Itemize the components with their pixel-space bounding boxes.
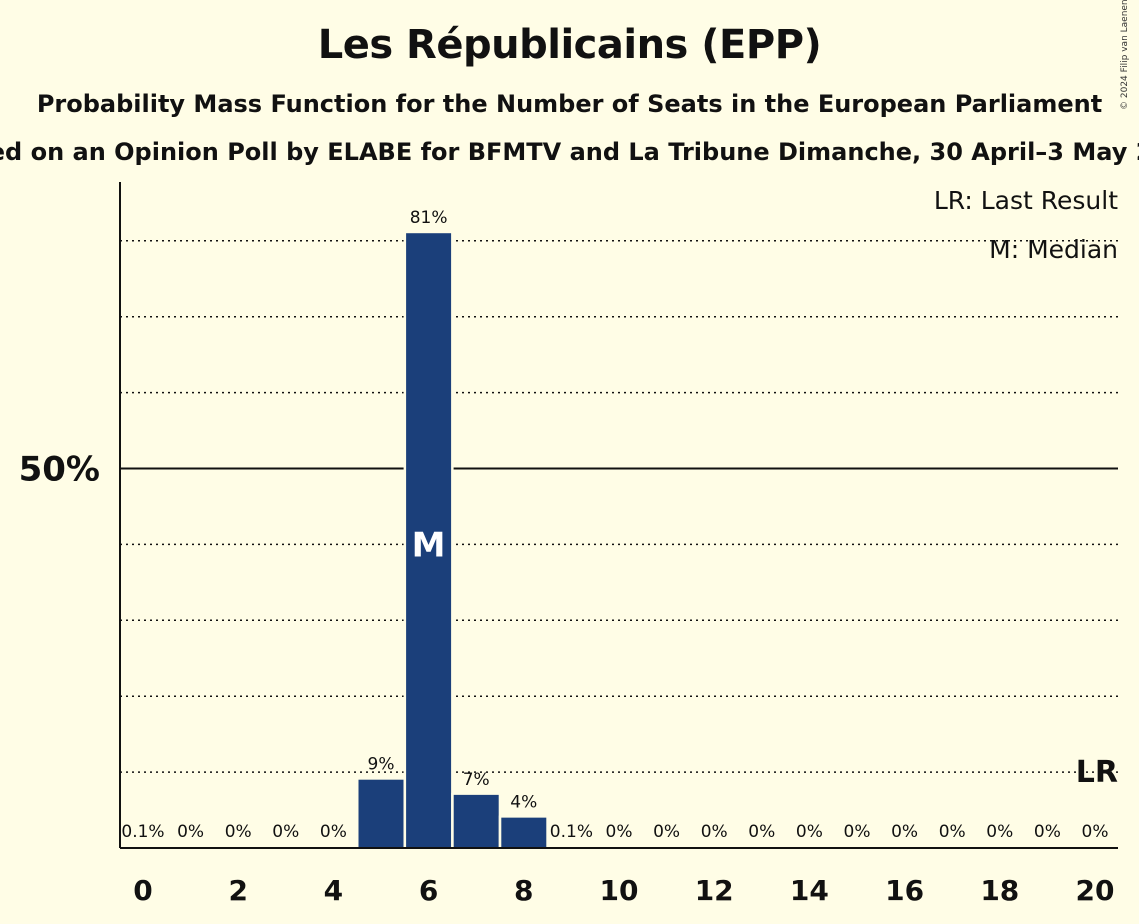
value-label-8: 4% <box>510 793 537 813</box>
x-tick-4: 4 <box>324 874 343 907</box>
chart-subtitle: Probability Mass Function for the Number… <box>36 90 1103 118</box>
value-label-14: 0% <box>796 822 823 842</box>
bar-5 <box>358 779 404 848</box>
value-label-6: 81% <box>410 208 448 228</box>
median-marker: M <box>412 525 446 565</box>
value-label-1: 0% <box>177 822 204 842</box>
bar-7 <box>453 794 499 848</box>
value-label-0: 0.1% <box>121 822 164 842</box>
x-tick-8: 8 <box>514 874 533 907</box>
value-label-5: 9% <box>368 755 395 775</box>
x-tick-0: 0 <box>133 874 152 907</box>
x-tick-18: 18 <box>980 874 1019 907</box>
value-label-19: 0% <box>1034 822 1061 842</box>
value-label-4: 0% <box>320 822 347 842</box>
x-tick-6: 6 <box>419 874 438 907</box>
value-label-18: 0% <box>986 822 1013 842</box>
value-label-9: 0.1% <box>550 822 593 842</box>
value-label-11: 0% <box>653 822 680 842</box>
value-label-7: 7% <box>463 770 490 790</box>
legend-last-result: LR: Last Result <box>934 186 1118 215</box>
x-tick-16: 16 <box>885 874 924 907</box>
x-tick-10: 10 <box>600 874 639 907</box>
value-label-12: 0% <box>701 822 728 842</box>
value-labels: 0.1% 0% 0% 0% 0% 9% 81% 7% 4% 0.1% 0% 0% 0% 0% 0% 0% 0% 0… <box>121 208 1118 842</box>
x-tick-14: 14 <box>790 874 829 907</box>
y-tick-label: 50% <box>19 450 100 490</box>
chart-title: Les Républicains (EPP) <box>317 22 822 68</box>
legend-median: M: Median <box>989 235 1118 264</box>
bar-8 <box>501 817 547 848</box>
gridlines <box>120 240 1118 773</box>
value-label-20: 0% <box>1082 822 1109 842</box>
value-label-2: 0% <box>225 822 252 842</box>
axes: 50% 0 2 4 6 8 10 12 14 16 18 20 <box>19 182 1118 907</box>
value-label-15: 0% <box>844 822 871 842</box>
value-label-16: 0% <box>891 822 918 842</box>
last-result-marker: LR <box>1076 755 1118 790</box>
value-label-10: 0% <box>606 822 633 842</box>
chart-source: Based on an Opinion Poll by ELABE for BF… <box>0 138 1139 166</box>
x-tick-20: 20 <box>1076 874 1115 907</box>
bars <box>356 231 549 848</box>
x-tick-12: 12 <box>695 874 734 907</box>
value-label-13: 0% <box>748 822 775 842</box>
value-label-17: 0% <box>939 822 966 842</box>
bar-6 <box>406 233 452 848</box>
value-label-3: 0% <box>272 822 299 842</box>
x-tick-2: 2 <box>228 874 247 907</box>
